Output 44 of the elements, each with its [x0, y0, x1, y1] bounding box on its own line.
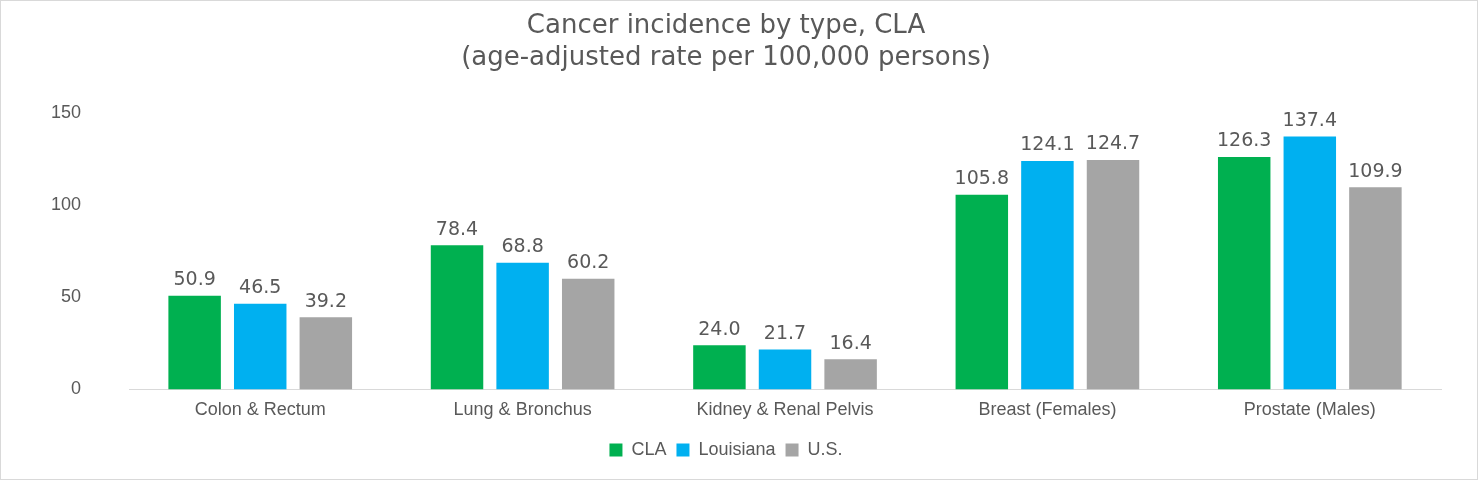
x-tick-label: Colon & Rectum: [194, 399, 326, 420]
bar: [168, 295, 221, 390]
data-label: 126.3: [1217, 128, 1272, 151]
data-label: 39.2: [304, 288, 347, 311]
data-label: 21.7: [763, 320, 807, 343]
data-label: 78.4: [435, 216, 479, 239]
text: Cancer incidence by type, CLA: [526, 9, 926, 40]
x-tick-label: Prostate (Males): [1243, 399, 1376, 420]
data-label: 24.0: [698, 316, 741, 339]
bar: [824, 359, 877, 390]
bar: [561, 278, 615, 390]
bar: [1217, 157, 1271, 390]
bar: [430, 245, 484, 390]
y-tick-label: 150: [50, 102, 82, 123]
legend-label: Louisiana: [698, 438, 777, 459]
data-label: 124.7: [1085, 131, 1141, 154]
x-tick-label: Breast (Females): [978, 399, 1117, 420]
legend-label: U.S.: [807, 438, 843, 459]
data-label: 68.8: [501, 234, 544, 257]
data-label: 50.9: [173, 267, 216, 290]
y-tick-label: 50: [61, 286, 82, 307]
data-label: 124.1: [1020, 132, 1075, 155]
bar: [1021, 161, 1074, 390]
data-label: 109.9: [1348, 158, 1403, 181]
bar: [496, 262, 549, 390]
x-tick-label: Kidney & Renal Pelvis: [696, 399, 874, 420]
data-label: 137.4: [1282, 108, 1338, 131]
bar: [955, 194, 1009, 390]
bar: [758, 349, 812, 390]
data-label: 46.5: [239, 275, 282, 298]
y-tick-label: 100: [50, 194, 82, 215]
legend-label: CLA: [631, 438, 667, 459]
data-label: 105.8: [954, 166, 1010, 189]
x-tick-label: Lung & Bronchus: [453, 399, 592, 420]
data-label: 60.2: [567, 250, 610, 273]
bar: [299, 317, 353, 390]
bar: [1349, 187, 1402, 390]
text: (age-adjusted rate per 100,000 persons): [461, 40, 991, 71]
bar: [1086, 159, 1140, 390]
bar: [693, 345, 746, 390]
data-label: 16.4: [829, 330, 872, 353]
bar: [1283, 136, 1337, 390]
y-tick-label: 0: [71, 378, 82, 399]
bar: [233, 303, 287, 390]
